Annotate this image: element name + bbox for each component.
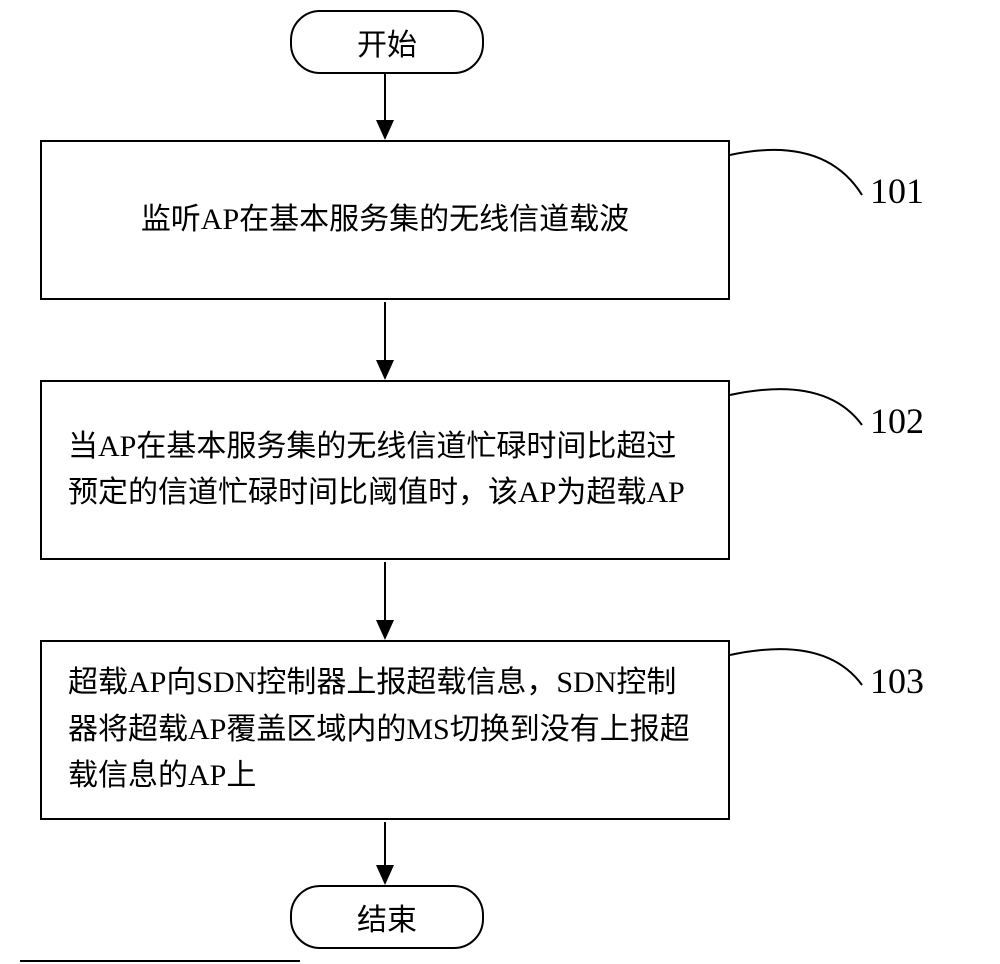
bottom-line	[20, 960, 300, 962]
end-terminator: 结束	[290, 885, 484, 949]
step-2-number: 102	[870, 400, 924, 442]
process-step-1: 监听AP在基本服务集的无线信道载波	[40, 140, 730, 300]
start-terminator: 开始	[290, 10, 484, 74]
process-step-2-text: 当AP在基本服务集的无线信道忙碌时间比超过预定的信道忙碌时间比阈值时，该AP为超…	[68, 424, 702, 517]
end-label: 结束	[357, 895, 417, 939]
process-step-1-text: 监听AP在基本服务集的无线信道载波	[141, 197, 629, 244]
process-step-2: 当AP在基本服务集的无线信道忙碌时间比超过预定的信道忙碌时间比阈值时，该AP为超…	[40, 380, 730, 560]
step-1-number: 101	[870, 170, 924, 212]
step-3-number: 103	[870, 660, 924, 702]
start-label: 开始	[357, 20, 417, 64]
process-step-3-text: 超载AP向SDN控制器上报超载信息，SDN控制器将超载AP覆盖区域内的MS切换到…	[68, 660, 702, 800]
process-step-3: 超载AP向SDN控制器上报超载信息，SDN控制器将超载AP覆盖区域内的MS切换到…	[40, 640, 730, 820]
